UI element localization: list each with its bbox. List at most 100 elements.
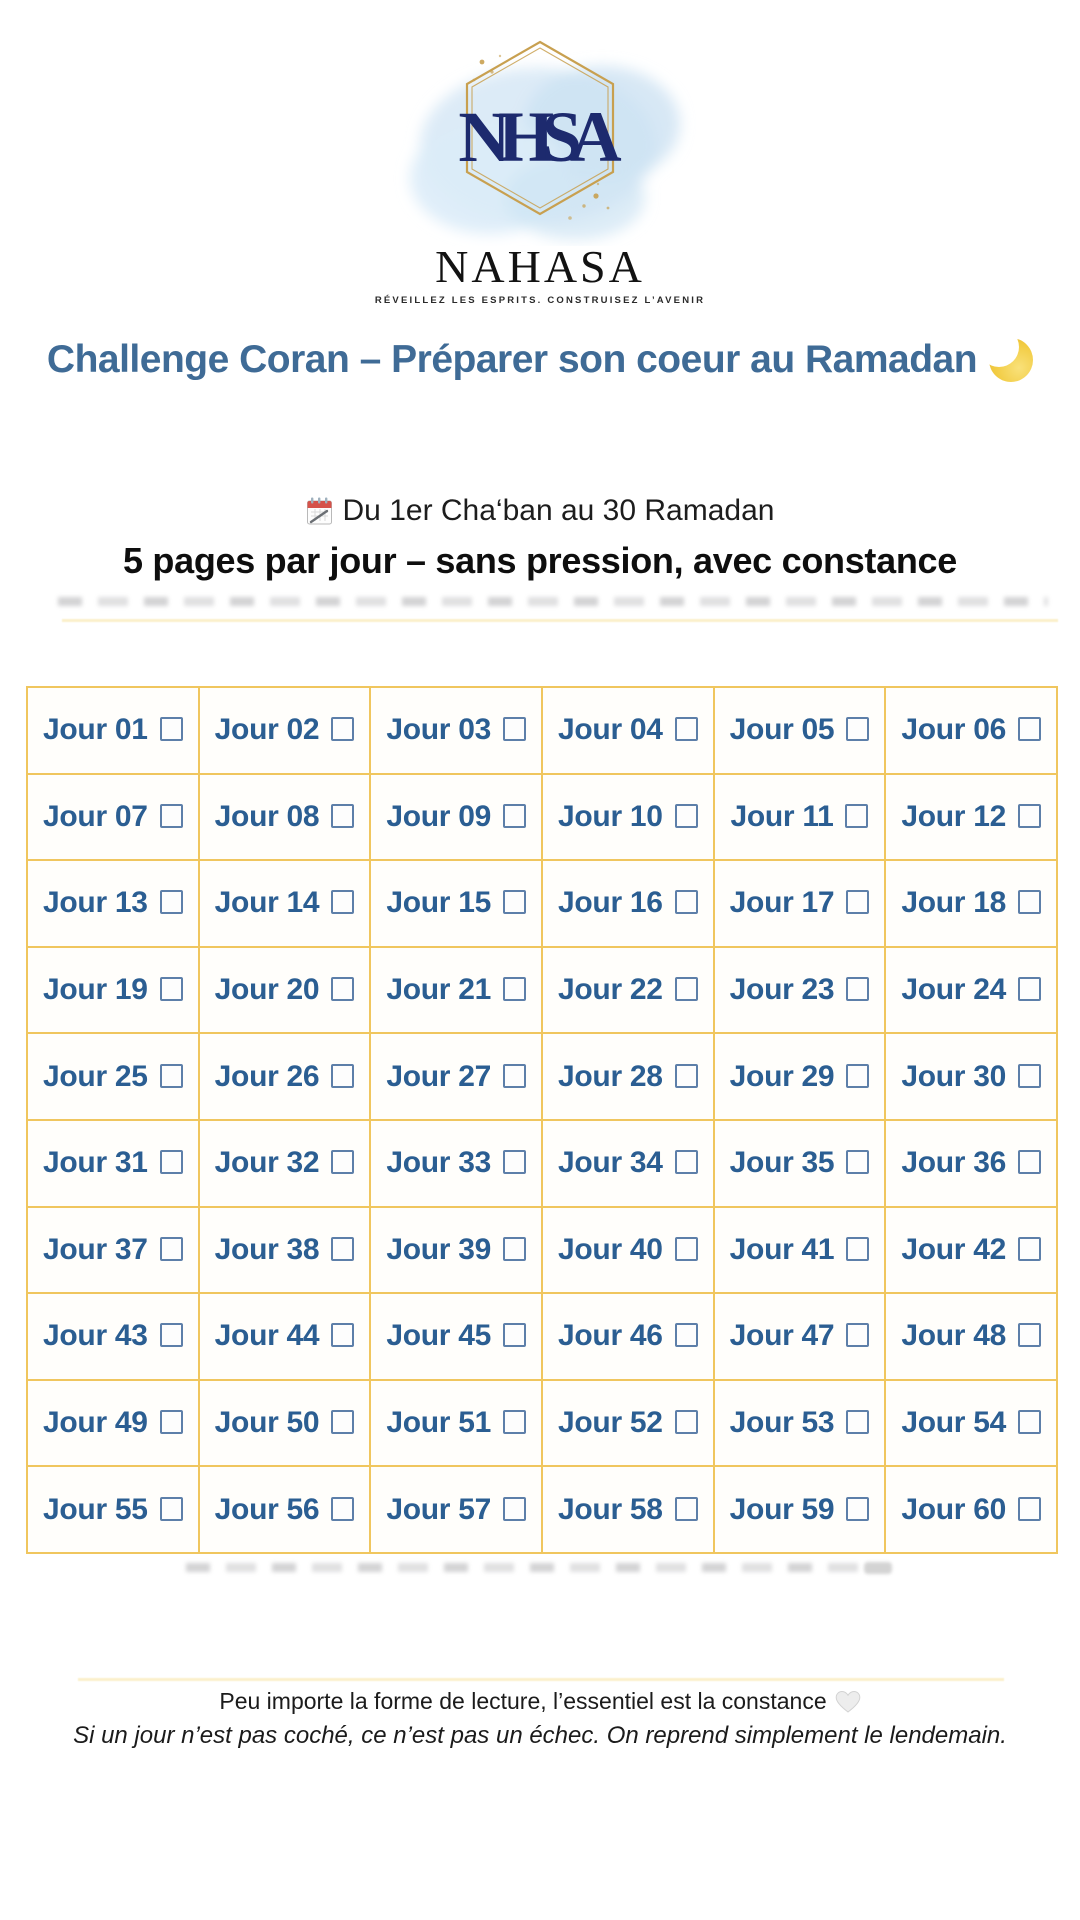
day-checkbox[interactable] — [846, 1410, 870, 1435]
day-checkbox[interactable] — [674, 977, 698, 1002]
day-cell: Jour 26 — [199, 1034, 370, 1119]
day-checkbox[interactable] — [159, 1410, 183, 1435]
day-checkbox[interactable] — [159, 977, 183, 1002]
day-label: Jour 48 — [901, 1319, 1006, 1353]
day-checkbox[interactable] — [502, 977, 526, 1002]
day-checkbox[interactable] — [502, 1063, 526, 1088]
day-checkbox[interactable] — [502, 890, 526, 915]
day-checkbox[interactable] — [846, 1236, 870, 1261]
day-checkbox[interactable] — [331, 1323, 355, 1348]
day-checkbox[interactable] — [1017, 717, 1041, 742]
day-checkbox[interactable] — [674, 717, 698, 742]
day-label: Jour 44 — [214, 1319, 320, 1353]
day-checkbox[interactable] — [502, 803, 526, 828]
day-checkbox[interactable] — [159, 1063, 183, 1088]
day-checkbox[interactable] — [159, 1150, 183, 1175]
page-title-text: Challenge Coran – Préparer son coeur au … — [46, 338, 978, 381]
day-checkbox[interactable] — [1017, 1496, 1041, 1521]
day-checkbox[interactable] — [674, 1150, 698, 1175]
day-checkbox[interactable] — [1017, 977, 1041, 1002]
day-checkbox[interactable] — [331, 1496, 355, 1521]
day-label: Jour 28 — [558, 1059, 663, 1093]
day-checkbox[interactable] — [502, 1410, 526, 1435]
day-checkbox[interactable] — [846, 890, 870, 915]
day-cell: Jour 38 — [199, 1207, 370, 1293]
day-cell: Jour 17 — [714, 861, 885, 946]
day-checkbox[interactable] — [674, 1410, 698, 1435]
day-checkbox[interactable] — [331, 977, 355, 1002]
day-cell: Jour 15 — [371, 861, 541, 946]
day-checkbox[interactable] — [846, 717, 870, 742]
day-checkbox[interactable] — [1017, 890, 1041, 915]
white-heart-icon — [835, 1690, 860, 1713]
day-cell: Jour 46 — [543, 1294, 713, 1379]
day-checkbox[interactable] — [1017, 1063, 1041, 1088]
day-label: Jour 60 — [901, 1492, 1006, 1526]
blurred-text-artifact-top — [58, 597, 1048, 606]
day-checkbox[interactable] — [502, 1150, 526, 1175]
day-checkbox[interactable] — [159, 717, 183, 742]
day-cell: Jour 11 — [714, 774, 885, 860]
day-checkbox[interactable] — [1017, 1236, 1041, 1261]
day-checkbox[interactable] — [674, 890, 698, 915]
day-checkbox[interactable] — [331, 1150, 355, 1175]
day-cell: Jour 03 — [371, 688, 541, 773]
day-checkbox[interactable] — [502, 1236, 526, 1261]
day-checkbox[interactable] — [159, 1236, 183, 1261]
day-checkbox[interactable] — [846, 1063, 870, 1088]
day-checkbox[interactable] — [502, 1323, 526, 1348]
day-label: Jour 26 — [214, 1059, 320, 1093]
day-cell: Jour 18 — [886, 861, 1056, 946]
day-checkbox[interactable] — [1017, 1323, 1041, 1348]
day-checkbox[interactable] — [846, 977, 870, 1002]
day-label: Jour 50 — [214, 1406, 320, 1440]
day-checkbox[interactable] — [674, 1063, 698, 1088]
day-checkbox[interactable] — [159, 1496, 183, 1521]
day-label: Jour 43 — [43, 1319, 148, 1353]
day-checkbox[interactable] — [331, 1236, 355, 1261]
day-checkbox[interactable] — [502, 717, 526, 742]
day-checkbox[interactable] — [331, 803, 355, 828]
day-checkbox[interactable] — [159, 803, 183, 828]
day-cell: Jour 58 — [543, 1467, 713, 1552]
day-cell: Jour 36 — [886, 1120, 1056, 1206]
day-checkbox[interactable] — [331, 890, 355, 915]
day-label: Jour 12 — [901, 799, 1006, 833]
day-checkbox[interactable] — [674, 803, 698, 828]
day-checkbox[interactable] — [674, 1496, 698, 1521]
day-label: Jour 33 — [386, 1146, 491, 1180]
day-checkbox[interactable] — [845, 803, 869, 828]
day-checkbox[interactable] — [331, 1063, 355, 1088]
day-cell: Jour 19 — [28, 947, 198, 1033]
day-label: Jour 45 — [386, 1319, 491, 1353]
day-checkbox[interactable] — [846, 1496, 870, 1521]
day-cell: Jour 30 — [886, 1034, 1056, 1119]
day-checkbox[interactable] — [331, 1410, 355, 1435]
day-label: Jour 41 — [729, 1232, 835, 1266]
day-label: Jour 08 — [214, 799, 320, 833]
day-checkbox[interactable] — [1017, 1410, 1041, 1435]
day-cell: Jour 52 — [543, 1380, 713, 1466]
day-checkbox[interactable] — [1017, 803, 1041, 828]
day-checkbox[interactable] — [159, 1323, 183, 1348]
day-label: Jour 42 — [901, 1232, 1006, 1266]
day-checkbox[interactable] — [674, 1323, 698, 1348]
day-label: Jour 18 — [901, 886, 1006, 920]
day-label: Jour 16 — [558, 886, 663, 920]
day-label: Jour 32 — [214, 1146, 320, 1180]
day-checkbox[interactable] — [502, 1496, 526, 1521]
day-checkbox[interactable] — [331, 717, 355, 742]
day-cell: Jour 49 — [28, 1380, 198, 1466]
day-label: Jour 03 — [386, 713, 491, 747]
calendar-icon — [306, 497, 332, 525]
day-checkbox[interactable] — [846, 1150, 870, 1175]
day-cell: Jour 60 — [886, 1467, 1056, 1552]
day-cell: Jour 45 — [371, 1294, 541, 1379]
day-checkbox[interactable] — [846, 1323, 870, 1348]
day-label: Jour 21 — [386, 973, 491, 1007]
day-checkbox[interactable] — [1017, 1150, 1041, 1175]
day-cell: Jour 29 — [714, 1034, 885, 1119]
day-cell: Jour 34 — [543, 1120, 713, 1206]
day-checkbox[interactable] — [674, 1236, 698, 1261]
day-checkbox[interactable] — [159, 890, 183, 915]
